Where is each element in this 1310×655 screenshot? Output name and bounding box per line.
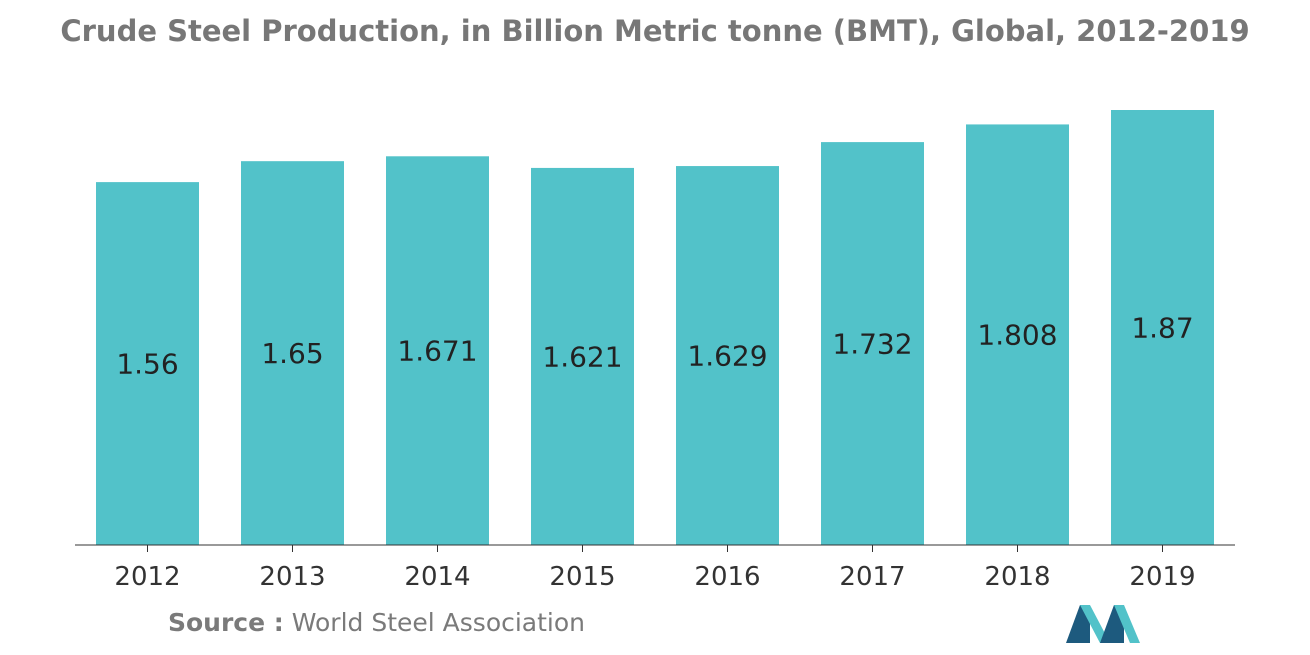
bar-value-label: 1.732 xyxy=(832,328,912,361)
bar-2012 xyxy=(96,182,199,545)
bar-value-label: 1.808 xyxy=(977,319,1057,352)
bar-2016 xyxy=(676,166,779,545)
chart-title: Crude Steel Production, in Billion Metri… xyxy=(60,14,1250,48)
x-tick-label: 2017 xyxy=(839,562,905,592)
bar-2018 xyxy=(966,124,1069,546)
bar-2017 xyxy=(821,142,924,545)
x-tick-label: 2013 xyxy=(259,562,325,592)
ticks-layer: 2012 2013 2014 2015 2016 2017 2018 2019 xyxy=(114,545,1196,592)
bar-value-label: 1.671 xyxy=(397,335,477,368)
company-logo-icon xyxy=(1066,605,1140,643)
source-note: Source : World Steel Association xyxy=(168,608,585,637)
source-text: World Steel Association xyxy=(291,608,586,637)
bars-layer: 1.56 1.65 1.671 1.621 1.629 1.732 1.808 1.87 xyxy=(96,110,1214,546)
bar-2014 xyxy=(386,156,489,545)
x-tick-label: 2014 xyxy=(404,562,470,592)
bar-2013 xyxy=(241,161,344,546)
source-label: Source : xyxy=(168,608,284,637)
x-tick-label: 2015 xyxy=(549,562,615,592)
bar-value-label: 1.65 xyxy=(261,337,323,370)
bar-value-label: 1.56 xyxy=(116,348,178,381)
bar-value-label: 1.87 xyxy=(1131,312,1193,345)
x-tick-label: 2019 xyxy=(1129,562,1195,592)
bar-value-label: 1.621 xyxy=(542,340,622,373)
x-tick-label: 2018 xyxy=(984,562,1050,592)
bar-2015 xyxy=(531,167,634,545)
bar-value-label: 1.629 xyxy=(687,340,767,373)
bar-2019 xyxy=(1111,110,1214,545)
x-tick-label: 2016 xyxy=(694,562,760,592)
x-tick-label: 2012 xyxy=(114,562,180,592)
